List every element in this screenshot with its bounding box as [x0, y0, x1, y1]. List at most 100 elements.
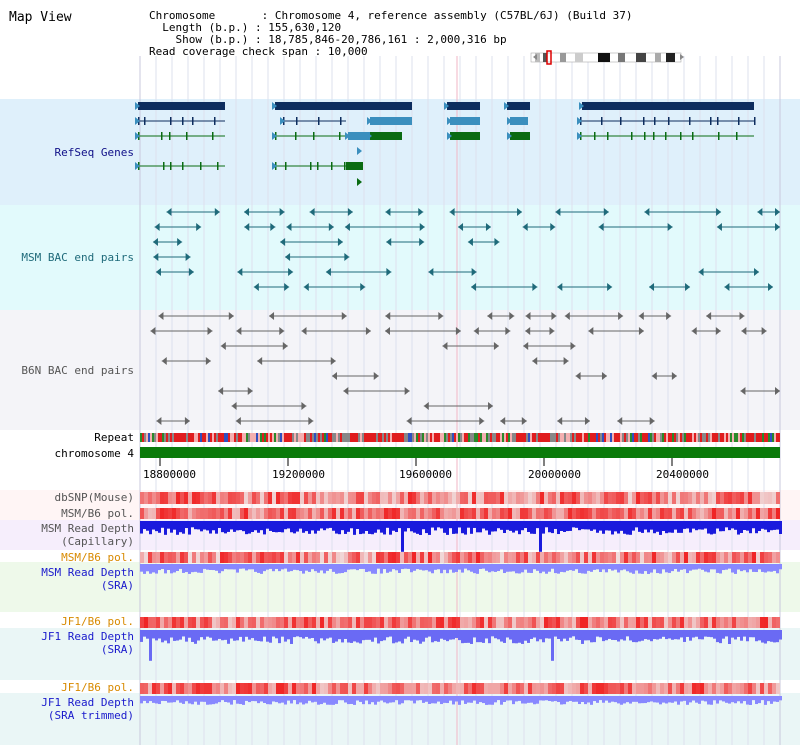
depth-bar — [197, 564, 200, 573]
repeat-element — [186, 433, 188, 442]
depth-bar — [443, 696, 446, 703]
depth-bar — [500, 521, 503, 530]
track-label-msm-b6-pol-2[interactable]: MSM/B6 pol. — [61, 551, 134, 564]
gene-exon — [182, 162, 184, 170]
repeat-element — [644, 433, 646, 442]
bac-end — [644, 208, 650, 216]
snp-density-cell — [184, 508, 188, 519]
snp-density-cell — [472, 683, 476, 694]
repeat-element — [416, 433, 418, 442]
depth-bar — [374, 630, 377, 638]
snp-density-cell — [516, 492, 520, 504]
track-label-chromosome[interactable]: chromosome 4 — [54, 447, 134, 460]
depth-bar — [245, 630, 248, 637]
repeat-element — [770, 433, 772, 442]
repeat-element — [456, 433, 458, 442]
depth-bar — [578, 564, 581, 573]
depth-bar — [290, 630, 293, 644]
depth-bar — [521, 630, 524, 644]
depth-bar — [653, 696, 656, 703]
depth-bar — [452, 564, 455, 573]
snp-density-cell — [744, 617, 748, 628]
snp-density-cell — [720, 552, 724, 563]
depth-bar — [686, 630, 689, 637]
snp-density-cell — [256, 492, 260, 504]
bac-end — [386, 268, 392, 276]
track-label-b6n-bac[interactable]: B6N BAC end pairs — [21, 364, 134, 377]
depth-bar — [230, 696, 233, 705]
depth-bar — [362, 564, 365, 569]
depth-bar — [149, 696, 152, 702]
b6n-bac-pair — [487, 312, 515, 320]
track-label-msm-depth-capillary[interactable]: MSM Read Depth (Capillary) — [41, 522, 134, 548]
depth-bar — [224, 564, 227, 570]
snp-density-cell — [548, 683, 552, 694]
bac-end — [775, 208, 780, 216]
track-label-refseq[interactable]: RefSeq Genes — [54, 146, 134, 159]
snp-density-cell — [268, 683, 272, 694]
bac-end — [288, 268, 294, 276]
track-label-dbsnp[interactable]: dbSNP(Mouse) — [54, 491, 134, 504]
depth-bar — [203, 564, 206, 569]
depth-bar — [761, 564, 764, 572]
track-label-jf1-b6-pol-2[interactable]: JF1/B6 pol. — [61, 681, 134, 694]
track-label-msm-depth-sra[interactable]: MSM Read Depth (SRA) — [41, 566, 134, 592]
depth-bar — [257, 696, 260, 704]
repeat-element — [738, 433, 740, 442]
bac-end — [406, 417, 412, 425]
bac-end — [328, 223, 334, 231]
depth-bar — [614, 564, 617, 570]
snp-density-cell — [184, 492, 188, 504]
repeat-element — [628, 433, 630, 442]
snp-density-cell — [288, 552, 292, 563]
repeat-element — [160, 433, 162, 442]
depth-bar — [674, 630, 677, 640]
track-label-repeat[interactable]: Repeat — [94, 431, 134, 444]
depth-bar — [758, 630, 761, 641]
bac-end — [651, 372, 657, 380]
depth-bar — [281, 521, 284, 533]
snp-density-cell — [212, 552, 216, 563]
repeat-element — [374, 433, 376, 442]
depth-bar — [209, 630, 212, 638]
bac-end — [309, 208, 315, 216]
bac-end — [584, 417, 590, 425]
depth-bar — [614, 696, 617, 703]
snp-density-cell — [540, 508, 544, 519]
repeat-element — [478, 433, 480, 442]
bac-end — [716, 223, 722, 231]
depth-bar — [737, 696, 740, 702]
bac-end — [754, 268, 760, 276]
snp-density-cell — [320, 508, 324, 519]
track-label-msm-b6-pol-1[interactable]: MSM/B6 pol. — [61, 507, 134, 520]
repeat-element — [384, 433, 386, 442]
snp-density-cell — [328, 617, 332, 628]
depth-bar — [275, 696, 278, 703]
snp-density-cell — [412, 617, 416, 628]
track-label-jf1-depth-trim[interactable]: JF1 Read Depth (SRA trimmed) — [41, 696, 134, 722]
snp-density-cell — [596, 552, 600, 563]
repeat-element — [210, 433, 212, 442]
track-label-jf1-depth-sra[interactable]: JF1 Read Depth (SRA) — [41, 630, 134, 656]
depth-bar — [620, 696, 623, 705]
depth-bar — [536, 630, 539, 642]
depth-bar — [458, 521, 461, 528]
repeat-element — [322, 433, 324, 442]
depth-bar — [248, 696, 251, 703]
depth-bar — [302, 630, 305, 639]
depth-bar — [521, 696, 524, 704]
snp-density-cell — [448, 552, 452, 563]
snp-density-cell — [196, 683, 200, 694]
track-label-jf1-b6-pol-1[interactable]: JF1/B6 pol. — [61, 615, 134, 628]
depth-bar — [749, 696, 752, 705]
snp-density-cell — [424, 683, 428, 694]
track-label-msm-bac[interactable]: MSM BAC end pairs — [21, 251, 134, 264]
depth-bar — [272, 521, 275, 532]
depth-bar — [254, 564, 257, 572]
depth-bar — [725, 564, 728, 570]
snp-density-cell — [456, 492, 460, 504]
depth-bar — [335, 521, 338, 534]
label-line: JF1 Read Depth — [41, 696, 134, 709]
repeat-element — [530, 433, 532, 442]
